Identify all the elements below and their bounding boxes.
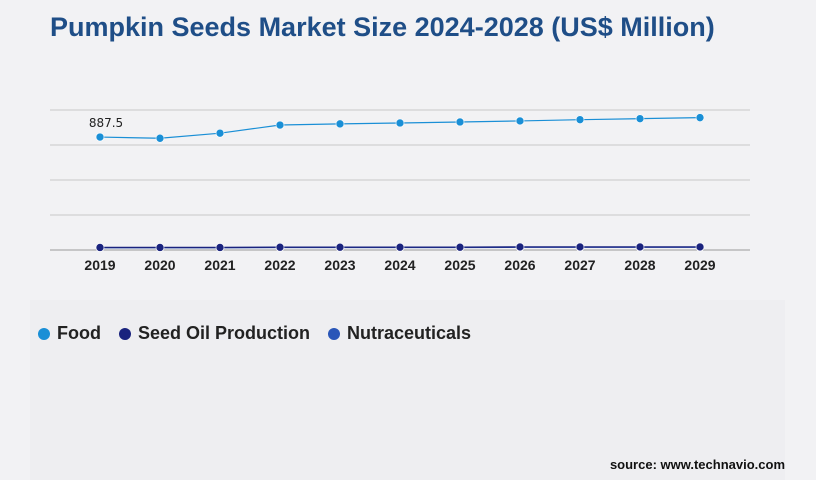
line-chart: 2019 2020 2021 2022 2023 2024 2025 2026 2027 2028…: [50, 109, 750, 273]
x-tick-label: 2023: [324, 257, 355, 273]
legend-item-food: Food: [38, 323, 101, 344]
lower-panel-background: [30, 300, 785, 480]
data-point: [155, 243, 165, 252]
data-point: [575, 242, 585, 252]
legend-item-nutraceuticals: Nutraceuticals: [328, 323, 471, 344]
x-tick-label: 2029: [684, 257, 715, 273]
data-point: [275, 120, 285, 130]
data-point: [215, 243, 225, 252]
x-tick-label: 2028: [624, 257, 655, 273]
data-point: [515, 116, 525, 126]
data-point: [275, 242, 285, 252]
data-point: [335, 242, 345, 252]
x-tick-label: 2024: [384, 257, 415, 273]
legend-item-seed-oil: Seed Oil Production: [118, 323, 311, 344]
x-tick-label: 2019: [84, 257, 115, 273]
x-tick-label: 2027: [564, 257, 595, 273]
data-point: [575, 115, 585, 124]
data-point: [155, 133, 165, 143]
x-tick-label: 2022: [264, 257, 295, 273]
legend-label-nutraceuticals: Nutraceuticals: [347, 323, 472, 343]
data-point: [395, 118, 405, 128]
data-point: [395, 242, 405, 252]
chart-legend: Food Seed Oil Production Nutraceuticals: [38, 323, 489, 344]
data-point: [515, 242, 525, 252]
data-point: [335, 119, 345, 129]
legend-marker-seed-oil: [118, 327, 131, 340]
data-label: 887.5: [89, 116, 123, 130]
data-point: [95, 132, 105, 142]
legend-marker-nutraceuticals: [328, 327, 341, 340]
data-point: [95, 243, 105, 252]
x-tick-label: 2020: [144, 257, 175, 273]
data-point: [695, 242, 705, 252]
legend-label-seed-oil: Seed Oil Production: [137, 323, 311, 343]
data-point: [635, 114, 645, 123]
data-point: [455, 117, 465, 127]
data-point: [695, 113, 705, 122]
chart-title: Pumpkin Seeds Market Size 2024-2028 (US$…: [50, 12, 715, 42]
legend-label-food: Food: [57, 323, 101, 343]
x-tick-label: 2021: [204, 257, 235, 273]
legend-marker-food: [38, 327, 50, 340]
data-point: [635, 242, 645, 252]
x-tick-label: 2025: [444, 257, 475, 273]
data-point: [215, 128, 225, 138]
x-tick-label: 2026: [504, 257, 535, 273]
data-point: [455, 242, 465, 252]
source-note: source: www.technavio.com: [609, 457, 785, 472]
